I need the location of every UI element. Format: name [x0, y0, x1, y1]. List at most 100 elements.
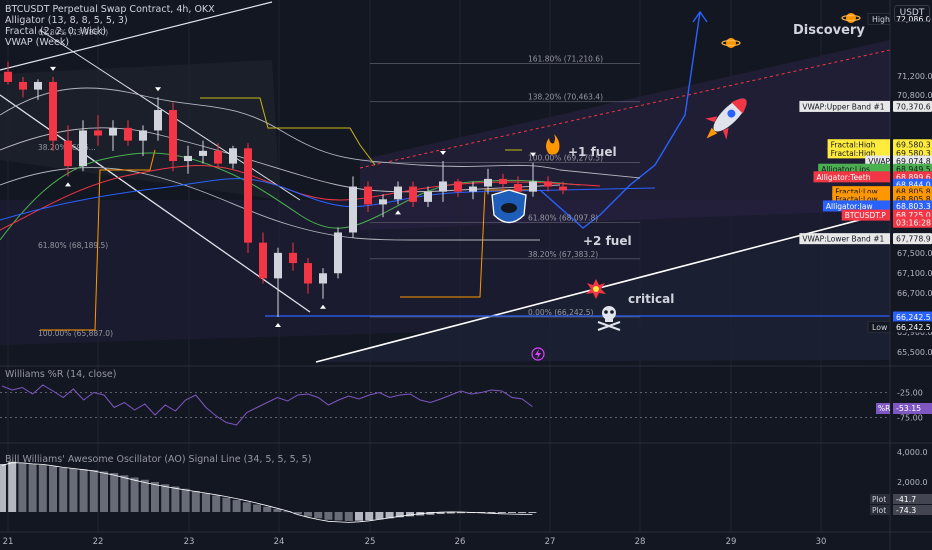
alligator-lips-line	[0, 152, 581, 241]
ao-plot-tag-box	[870, 494, 890, 504]
candle-body	[289, 252, 297, 264]
price-name: Fractal:High	[831, 141, 876, 150]
williams-tag-box	[876, 403, 890, 414]
price-name-badge	[822, 200, 890, 212]
candle-body	[529, 181, 537, 192]
ao-bar	[457, 512, 465, 514]
candle-body	[424, 191, 432, 202]
fractal-high-marker	[440, 151, 446, 156]
time-axis[interactable]: 21 22 23 24 25 26 27 28 29 30	[3, 537, 827, 547]
indicator-vwap-legend[interactable]: VWAP (Week)	[5, 37, 70, 48]
candle-body	[514, 184, 522, 192]
time-tick: 22	[93, 537, 104, 547]
price-labels: 72,086.0 High 70,370.6 VWAP:Upper Band #1 69…	[799, 12, 932, 333]
price-name-badge	[827, 139, 890, 151]
price-tick: 67,100.0	[897, 269, 932, 278]
time-tick: 25	[365, 537, 376, 547]
candle-body	[259, 242, 267, 279]
fuel2-label: +2 fuel	[583, 234, 632, 248]
fib-left-label: 61.80% (68,189.5)	[38, 241, 108, 250]
critical-label: critical	[628, 292, 674, 306]
price-value: 68,805.8	[896, 188, 931, 197]
candle-body	[454, 181, 462, 192]
skull-icon	[597, 306, 621, 331]
candle-body	[439, 181, 447, 192]
ao-bar	[28, 464, 37, 512]
ao-bar	[518, 512, 527, 513]
ao-bar	[100, 471, 108, 512]
fractal-high-step	[200, 97, 376, 166]
ao-title[interactable]: Bill Williams' Awesome Oscillator (AO) S…	[5, 454, 312, 465]
candle-body	[4, 71, 12, 82]
price-name-badge	[827, 147, 890, 159]
ao-bar	[120, 475, 129, 512]
discovery-label: Discovery	[793, 23, 865, 38]
ao-bar	[446, 512, 455, 514]
symbol-title[interactable]: BTCUSDT Perpetual Swap Contract, 4h, OKX	[5, 4, 215, 15]
price-name-badge	[832, 193, 890, 205]
ao-bar	[140, 479, 149, 512]
ao-bar	[171, 486, 180, 512]
price-name: Alligator:Lips	[821, 165, 870, 174]
ao-bar	[161, 484, 170, 512]
candle-body	[274, 252, 282, 279]
currency-selector[interactable]: USDT	[894, 5, 930, 22]
ao-bar	[181, 488, 190, 512]
price-value-badge	[893, 216, 932, 228]
dashed-resistance-line[interactable]	[359, 49, 891, 169]
time-tick: 30	[816, 537, 827, 547]
price-name-badge	[799, 100, 890, 112]
fib-label: 161.80% (71,210.6)	[528, 55, 603, 64]
fib-label: 38.20% (67,383.2)	[528, 250, 598, 259]
ao-bar	[242, 502, 251, 512]
indicator-fractal-legend[interactable]: Fractal (2, 2, 0, Wick)	[5, 26, 107, 37]
price-name-badge	[841, 209, 890, 221]
ao-bar	[232, 500, 241, 512]
lightning-icon[interactable]	[531, 347, 545, 361]
fractal-high-marker	[50, 66, 56, 71]
williams-tick: -75.00	[897, 414, 923, 423]
rising-support-line[interactable]	[315, 211, 891, 363]
candle-body	[49, 81, 57, 141]
projection-arrowhead	[692, 10, 708, 23]
price-value-badge	[893, 233, 932, 245]
candle-body	[79, 130, 87, 167]
planet-icon	[841, 13, 861, 23]
channel-top-line[interactable]	[0, 1, 273, 71]
price-value: 69,580.3	[896, 141, 931, 150]
candle-body	[199, 150, 207, 156]
alligator-jaw-line	[0, 178, 656, 221]
ao-bar	[18, 462, 27, 512]
williams-value: -53.15	[896, 404, 921, 413]
ao-plot-value-box	[893, 494, 932, 504]
projection-path[interactable]	[539, 11, 701, 229]
fractal-low-marker	[275, 323, 281, 328]
vwap-line	[0, 127, 561, 193]
shield-icon	[491, 189, 527, 224]
time-tick: 27	[545, 537, 556, 547]
fib-label: 138.20% (70,463.4)	[528, 93, 603, 102]
ao-bar	[304, 512, 312, 517]
williams-r-pane[interactable]: -25.00 -75.00 %R -53.15	[0, 384, 932, 426]
candle-body	[499, 178, 507, 184]
price-name-badge	[832, 186, 890, 198]
candle-body	[349, 186, 357, 233]
indicator-alligator-legend[interactable]: Alligator (13, 8, 8, 5, 5, 3)	[5, 15, 128, 26]
price-tag: High	[872, 15, 890, 24]
price-name: Fractal:High	[831, 149, 876, 158]
fractal-high-marker	[530, 152, 536, 157]
candle-body	[394, 186, 402, 200]
williams-title[interactable]: Williams %R (14, close)	[5, 369, 117, 380]
ao-bar	[324, 512, 333, 520]
price-value: 67,778.9	[896, 235, 931, 244]
price-value: 69,580.3	[896, 149, 931, 158]
price-value-badge	[893, 200, 932, 212]
ao-bar	[314, 512, 323, 519]
explosion-icon	[586, 279, 606, 299]
ao-bar	[79, 469, 88, 512]
price-value: 68,949.5	[896, 165, 931, 174]
ao-bar	[69, 468, 78, 512]
price-value: 68,844.0	[896, 180, 931, 189]
